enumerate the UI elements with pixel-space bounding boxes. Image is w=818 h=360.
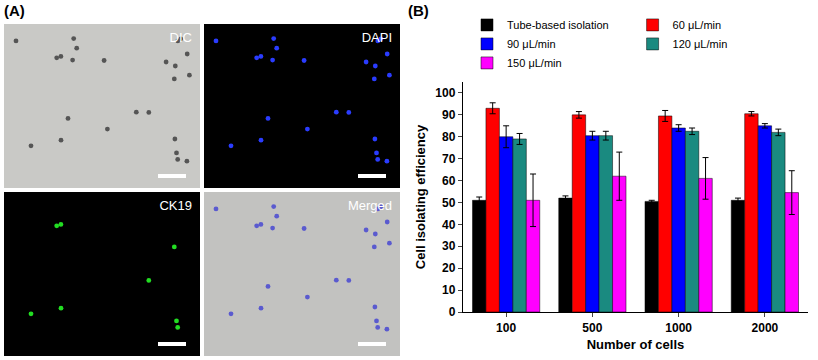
svg-text:100: 100 [435,86,455,100]
svg-text:10: 10 [442,283,456,297]
svg-text:80: 80 [442,130,456,144]
svg-text:90: 90 [442,108,456,122]
svg-text:500: 500 [582,321,602,335]
svg-text:100: 100 [496,321,516,335]
svg-text:70: 70 [442,152,456,166]
svg-text:50: 50 [442,196,456,210]
svg-text:1000: 1000 [665,321,692,335]
svg-text:Cell isolating efficiency: Cell isolating efficiency [413,124,428,269]
svg-text:DIC: DIC [170,30,192,45]
svg-text:90 μL/min: 90 μL/min [507,38,556,50]
svg-text:0: 0 [449,305,456,319]
svg-text:20: 20 [442,261,456,275]
svg-text:60: 60 [442,174,456,188]
svg-text:DAPI: DAPI [362,30,392,45]
svg-text:40: 40 [442,218,456,232]
svg-text:30: 30 [442,239,456,253]
svg-text:60 μL/min: 60 μL/min [673,19,722,31]
html-text:(B): (B) [408,2,429,19]
svg-text:Merged: Merged [348,198,392,213]
svg-text:Tube-based isolation: Tube-based isolation [507,19,609,31]
html-text:(A): (A) [4,2,25,19]
svg-text:120 μL/min: 120 μL/min [673,38,728,50]
svg-text:CK19: CK19 [159,198,192,213]
svg-text:Number of cells: Number of cells [587,337,685,352]
svg-text:150 μL/min: 150 μL/min [507,57,562,69]
svg-text:2000: 2000 [752,321,779,335]
